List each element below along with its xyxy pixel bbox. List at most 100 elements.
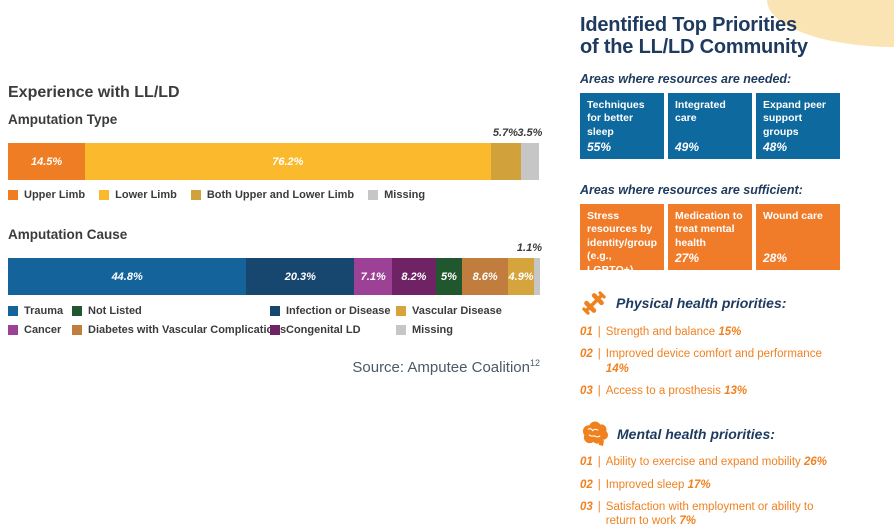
source-text: Source: Amputee Coalition (352, 359, 530, 376)
legend-label: Not Listed (88, 305, 142, 317)
amputation-cause-title: Amputation Cause (8, 227, 128, 242)
amputation-type-bar-area: 5.7% 3.5% 14.5% 76.2% (8, 127, 543, 180)
legend-label: Lower Limb (115, 189, 177, 201)
legend-item: Both Upper and Lower Limb (190, 189, 355, 201)
priority-box-value: 26% (587, 276, 612, 291)
priorities-panel: Identified Top Priorities of the LL/LD Co… (580, 10, 840, 529)
legend-item: Trauma (8, 305, 72, 317)
legend-item: Cancer (8, 324, 72, 336)
priority-box-value: 28% (763, 250, 788, 265)
item-separator: | (597, 456, 601, 469)
segment-value-label: 4.9% (508, 270, 534, 283)
priority-box-value: 27% (675, 250, 700, 265)
segment-lower-limb: 76.2% (85, 143, 491, 180)
segment-value-label: 20.3% (284, 270, 316, 283)
priority-box-label: Wound care (763, 209, 823, 222)
item-number: 03 (580, 384, 593, 397)
panel-title-line1: Identified Top Priorities (580, 14, 797, 36)
legend-label: Congenital LD (286, 324, 361, 336)
legend-item: Infection or Disease (270, 305, 396, 317)
legend-label: Cancer (24, 324, 62, 336)
item-percentage: 14% (605, 362, 629, 375)
infographic-page: { "left": { "section_title": "Experience… (8, 0, 894, 528)
segment-value-label: 44.8% (111, 270, 143, 283)
item-separator: | (597, 501, 601, 514)
item-number: 01 (580, 325, 593, 338)
legend-swatch (270, 306, 280, 316)
priority-list-item: 03 | Access to a prosthesis 13% (580, 384, 840, 398)
item-separator: | (597, 384, 601, 397)
legend-swatch (270, 325, 280, 335)
segment-missing (534, 258, 540, 295)
amputation-type-bar: 14.5% 76.2% (8, 143, 540, 180)
legend-label: Upper Limb (24, 189, 86, 201)
sufficient-heading: Areas where resources are sufficient: (580, 182, 803, 197)
segment-value-label: 7.1% (360, 270, 386, 283)
needed-heading: Areas where resources are needed: (580, 71, 792, 86)
priority-box-label: Stress resources by identity/group (e.g.… (587, 209, 657, 276)
priority-box-label: Medication to treat mental health (675, 209, 743, 249)
priority-box-label: Techniques for better sleep (587, 98, 645, 138)
outside-value-label: 1.1% (516, 242, 542, 254)
legend-label: Missing (384, 189, 426, 201)
brain-icon (580, 420, 609, 447)
priority-box: Medication to treat mental health 27% (668, 203, 752, 270)
legend-item: Not Listed (72, 305, 270, 317)
legend-swatch (72, 325, 82, 335)
segment-both-limbs (490, 143, 521, 180)
legend-swatch (8, 306, 18, 316)
legend-label: Infection or Disease (286, 305, 391, 317)
segment-trauma: 44.8% (8, 258, 247, 295)
priority-box-label: Integrated care (675, 98, 726, 125)
physical-priorities-section: Physical health priorities: 01 | Strength … (580, 289, 840, 399)
legend-swatch (190, 190, 201, 200)
legend-item: Congenital LD (270, 324, 396, 336)
mental-priorities-header: Mental health priorities: (580, 420, 840, 447)
segment-value-label: 8.6% (472, 270, 498, 283)
item-number: 02 (580, 478, 593, 491)
amputation-type-legend: Upper Limb Lower Limb Both Upper and Low… (8, 189, 540, 201)
item-percentage: 13% (724, 384, 748, 397)
panel-title: Identified Top Priorities of the LL/LD Co… (580, 14, 840, 59)
priority-box: Wound care 28% (756, 203, 840, 270)
segment-missing (520, 143, 540, 180)
legend-swatch (99, 190, 110, 200)
priority-box: Techniques for better sleep 55% (580, 92, 664, 159)
legend-swatch (8, 325, 18, 335)
priority-box: Expand peer support groups 48% (756, 92, 840, 159)
outside-value-label: 3.5% (517, 127, 543, 139)
legend-label: Missing (412, 324, 453, 336)
priority-list-item: 01 | Strength and balance 15% (580, 325, 840, 339)
item-text: Improved device comfort and performance … (605, 348, 822, 375)
item-number: 03 (580, 501, 593, 514)
priority-box-value: 55% (587, 139, 612, 154)
legend-label: Both Upper and Lower Limb (206, 189, 355, 201)
legend-swatch (396, 325, 406, 335)
segment-infection-or-disease: 20.3% (246, 258, 355, 295)
legend-swatch (396, 306, 406, 316)
mental-priorities-heading: Mental health priorities: (617, 425, 775, 442)
priority-list-item: 02 | Improved device comfort and performan… (580, 347, 840, 376)
legend-item: Diabetes with Vascular Complications (72, 324, 286, 336)
needed-boxes: Techniques for better sleep 55% Integrat… (580, 92, 840, 159)
legend-swatch (72, 306, 82, 316)
item-percentage: 15% (718, 325, 742, 338)
mental-priorities-section: Mental health priorities: 01 | Ability to … (580, 420, 840, 529)
priority-box: Stress resources by identity/group (e.g.… (580, 203, 664, 291)
item-separator: | (597, 348, 601, 361)
amputation-cause-bar-area: 1.1% 44.8% 20.3% 7.1% 8.2% 5% 8.6% 4.9% (8, 242, 542, 295)
item-number: 01 (580, 456, 593, 469)
experience-section: Experience with LL/LD Amputation Type 5.… (8, 84, 543, 336)
legend-label: Diabetes with Vascular Complications (88, 324, 287, 336)
legend-swatch (8, 190, 18, 200)
legend-item: Vascular Disease (396, 305, 540, 317)
priority-box-label: Expand peer support groups (763, 98, 827, 138)
amputation-cause-chart: Amputation Cause 1.1% 44.8% 20.3% 7.1% 8… (8, 227, 542, 336)
segment-vascular-disease: 4.9% (508, 258, 535, 295)
segment-value-label: 5% (441, 270, 457, 283)
segment-value-label: 14.5% (30, 155, 63, 168)
priority-list-item: 02 | Improved sleep 17% (580, 478, 840, 492)
legend-item: Missing (396, 324, 540, 336)
item-percentage: 17% (687, 478, 711, 491)
amputation-cause-legend: Trauma Not Listed Infection or Disease V… (8, 305, 540, 336)
